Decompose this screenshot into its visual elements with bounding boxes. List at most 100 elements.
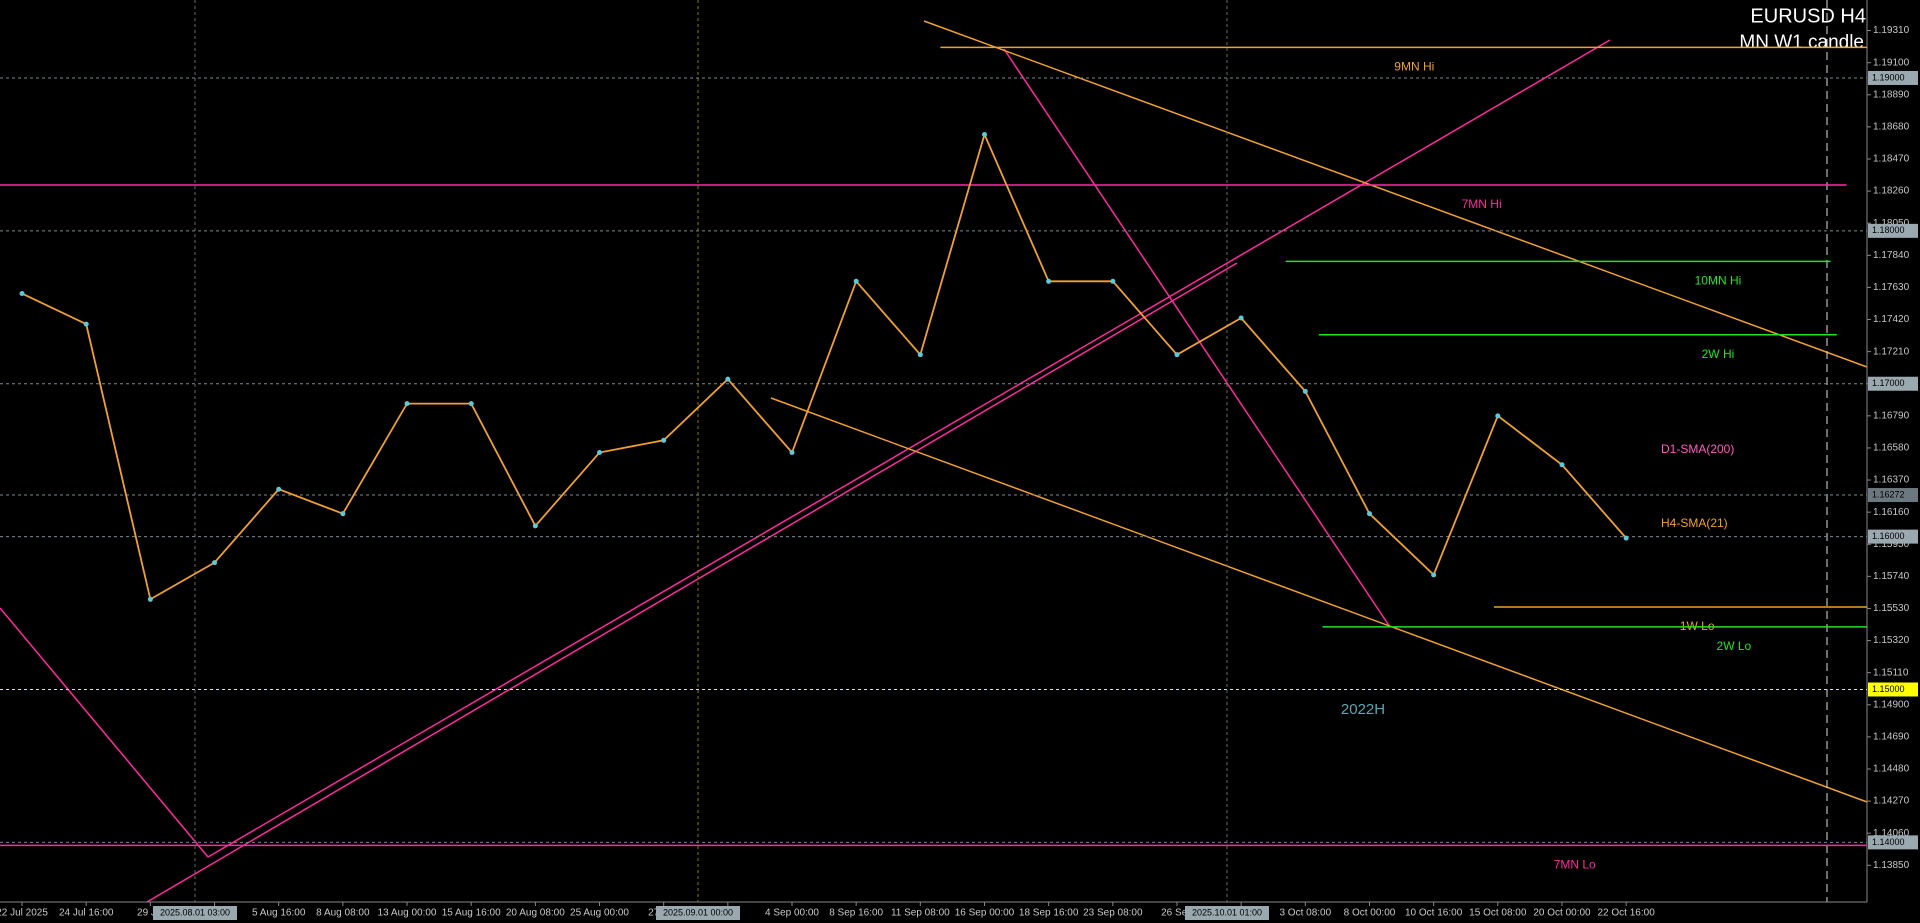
y-tick-label: 1.15320 [1873, 635, 1910, 646]
price-point [597, 450, 603, 456]
price-point [340, 511, 346, 517]
price-point [532, 523, 538, 529]
x-tick-label: 25 Aug 00:00 [570, 908, 629, 919]
y-tick-label: 1.19310 [1873, 25, 1910, 36]
price-label: 1.16272 [1872, 489, 1905, 499]
x-tick-label: 4 Sep 00:00 [765, 908, 819, 919]
price-label-box [1868, 223, 1918, 238]
chart-title: EURUSD H4 [1750, 5, 1866, 27]
level-label: 7MN Hi [1462, 197, 1502, 211]
price-point [1238, 315, 1244, 321]
price-point [1366, 511, 1372, 517]
price-label-box [1868, 70, 1918, 85]
x-tick-label: 11 Sep 08:00 [891, 908, 950, 919]
price-label-box [1868, 529, 1918, 544]
trendline [770, 397, 1868, 803]
price-point [1559, 462, 1565, 468]
price-point [1302, 388, 1308, 394]
crosshair-label-box [1185, 906, 1269, 920]
price-point [853, 278, 859, 284]
price-point [404, 401, 410, 407]
price-label: 1.14000 [1872, 837, 1905, 847]
price-point [661, 437, 667, 443]
price-label: 1.17000 [1872, 378, 1905, 388]
x-tick-label: 20 Aug 08:00 [506, 908, 565, 919]
x-tick-label: 10 Oct 16:00 [1405, 908, 1463, 919]
x-tick-label: 24 Jul 16:00 [59, 908, 114, 919]
price-point [147, 596, 153, 602]
crosshair-label-box [153, 906, 237, 920]
price-point [1110, 278, 1116, 284]
y-tick-label: 1.15110 [1873, 667, 1909, 678]
y-tick-label: 1.18470 [1873, 154, 1910, 165]
price-point [19, 291, 25, 297]
trendline [0, 607, 209, 858]
level-label: 2W Lo [1717, 639, 1752, 653]
y-tick-label: 1.15950 [1873, 539, 1910, 550]
trendline [146, 262, 1238, 903]
x-tick-label: 15 Oct 08:00 [1469, 908, 1527, 919]
crosshair-label: 2025.09.01 00:00 [663, 907, 733, 917]
price-point [83, 321, 89, 327]
price-point [1431, 572, 1437, 578]
x-tick-label: 13 Aug 00:00 [378, 908, 437, 919]
price-point [725, 376, 731, 382]
price-label: 1.16000 [1872, 531, 1905, 541]
indicator-label: D1-SMA(200) [1661, 442, 1734, 456]
y-tick-label: 1.16160 [1873, 507, 1910, 518]
price-point [1495, 413, 1501, 419]
y-tick-label: 1.14690 [1873, 732, 1910, 743]
price-point [276, 486, 282, 492]
y-tick-label: 1.15740 [1873, 571, 1910, 582]
price-label-box [1868, 488, 1918, 503]
y-tick-label: 1.16370 [1873, 475, 1910, 486]
y-tick-label: 1.13850 [1873, 860, 1910, 871]
price-point [789, 450, 795, 456]
y-tick-label: 1.17420 [1873, 314, 1910, 325]
x-tick-label: 8 Sep 16:00 [829, 908, 883, 919]
trendline [923, 20, 1868, 368]
price-label: 1.15000 [1872, 684, 1905, 694]
price-point [1046, 278, 1052, 284]
x-tick-label: 3 Oct 08:00 [1279, 908, 1331, 919]
x-tick-label: 26 Sep [1161, 908, 1193, 919]
price-point [981, 132, 987, 138]
y-tick-label: 1.18260 [1873, 186, 1910, 197]
price-label-box [1868, 682, 1918, 697]
x-tick-label: 18 Sep 16:00 [1019, 908, 1079, 919]
x-tick-label: 22 Oct 16:00 [1598, 908, 1656, 919]
y-tick-label: 1.18050 [1873, 218, 1910, 229]
x-tick-label: 16 Sep 00:00 [955, 908, 1015, 919]
crosshair-label: 2025.08.01 03:00 [160, 907, 230, 917]
price-label: 1.19000 [1872, 72, 1905, 82]
y-tick-label: 1.14270 [1873, 796, 1910, 807]
x-tick-label: 22 Jul 2025 [0, 908, 48, 919]
x-tick-label: 8 Aug 08:00 [316, 908, 370, 919]
x-tick-label: 5 Aug 16:00 [252, 908, 306, 919]
level-label: 9MN Hi [1394, 60, 1434, 74]
level-label: 10MN Hi [1695, 274, 1742, 288]
price-point [917, 352, 923, 358]
y-tick-label: 1.16790 [1873, 410, 1910, 421]
x-tick-label: 29 Jul [137, 908, 164, 919]
y-tick-label: 1.17840 [1873, 250, 1910, 261]
x-tick-label: 15 Aug 16:00 [442, 908, 501, 919]
trendline [1003, 48, 1391, 628]
trendlines [0, 0, 1868, 903]
y-tick-label: 1.17630 [1873, 282, 1910, 293]
y-tick-label: 1.14900 [1873, 699, 1910, 710]
crosshair-label: 2025.10.01 01:00 [1192, 907, 1262, 917]
y-tick-label: 1.18890 [1873, 89, 1910, 100]
level-label: 7MN Lo [1554, 858, 1596, 872]
x-tick-label: 8 Oct 00:00 [1344, 908, 1396, 919]
level-label: 2W Hi [1702, 347, 1735, 361]
y-tick-label: 1.15530 [1873, 603, 1910, 614]
price-label-box [1868, 376, 1918, 391]
x-tick-label: 20 Oct 00:00 [1533, 908, 1591, 919]
y-tick-label: 1.16580 [1873, 443, 1910, 454]
crosshair-label-box [656, 906, 740, 920]
price-label-box [1868, 835, 1918, 850]
x-tick-label: 23 Sep 08:00 [1083, 908, 1143, 919]
